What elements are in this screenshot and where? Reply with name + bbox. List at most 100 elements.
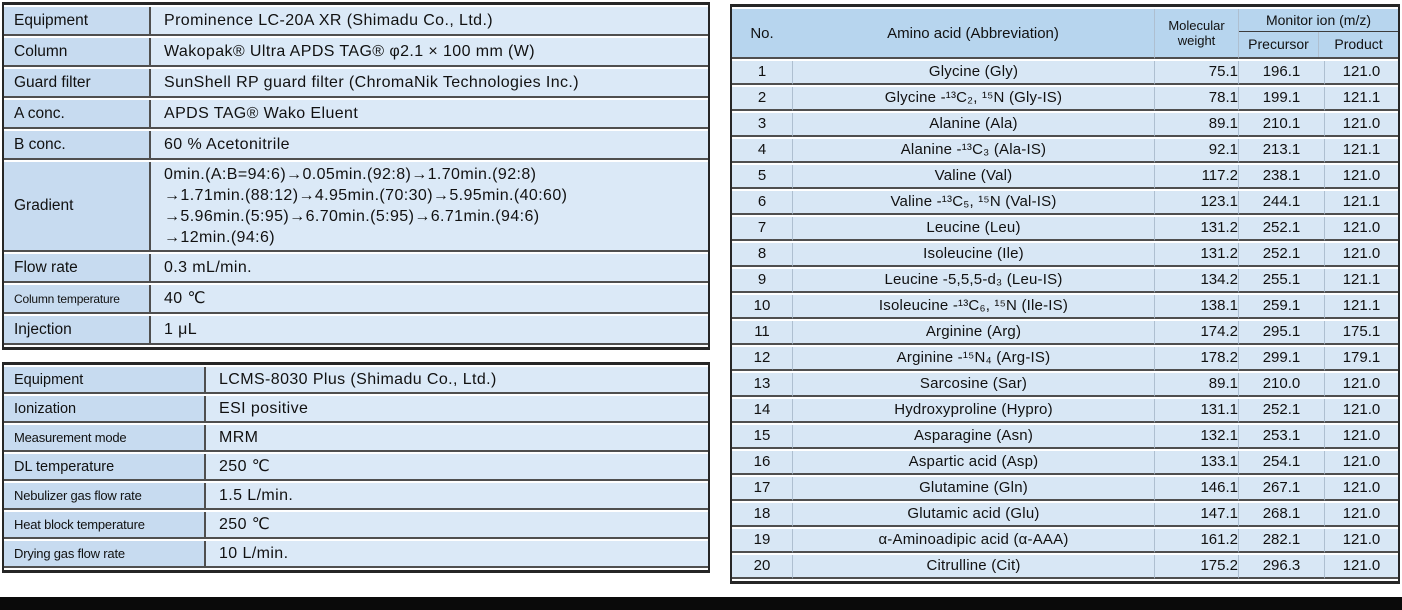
amino-name-cell: Citrulline (Cit) bbox=[792, 555, 1154, 579]
param-label: Ionization bbox=[4, 396, 206, 423]
amino-product-cell: 121.0 bbox=[1324, 477, 1398, 501]
amino-product-cell: 121.1 bbox=[1324, 87, 1398, 111]
amino-mw-cell: 78.1 bbox=[1154, 87, 1238, 111]
table-row: Column Wakopak® Ultra APDS TAG® φ2.1 × 1… bbox=[4, 38, 708, 67]
amino-name-cell: Aspartic acid (Asp) bbox=[792, 451, 1154, 475]
amino-no-cell: 13 bbox=[732, 373, 792, 397]
amino-table-header: No. Amino acid (Abbreviation) Molecular … bbox=[732, 9, 1398, 59]
amino-name-cell: Glutamic acid (Glu) bbox=[792, 503, 1154, 527]
amino-precursor-cell: 282.1 bbox=[1238, 529, 1324, 553]
param-value: APDS TAG® Wako Eluent bbox=[151, 100, 708, 129]
param-value: 10 L/min. bbox=[206, 541, 708, 568]
param-value: 60 % Acetonitrile bbox=[151, 131, 708, 160]
amino-name-cell: Glycine -¹³C₂, ¹⁵N (Gly-IS) bbox=[792, 87, 1154, 111]
table-row: 3 Alanine (Ala) 89.1 210.1 121.0 bbox=[732, 113, 1398, 137]
param-label: Heat block temperature bbox=[4, 512, 206, 539]
param-label: Drying gas flow rate bbox=[4, 541, 206, 568]
amino-product-cell: 121.1 bbox=[1324, 295, 1398, 319]
param-label: Guard filter bbox=[4, 69, 151, 98]
table-row: 13 Sarcosine (Sar) 89.1 210.0 121.0 bbox=[732, 373, 1398, 397]
amino-name-cell: Glutamine (Gln) bbox=[792, 477, 1154, 501]
amino-mw-cell: 174.2 bbox=[1154, 321, 1238, 345]
header-amino-acid: Amino acid (Abbreviation) bbox=[792, 9, 1154, 59]
table-row: 14 Hydroxyproline (Hypro) 131.1 252.1 12… bbox=[732, 399, 1398, 423]
amino-mw-cell: 75.1 bbox=[1154, 61, 1238, 85]
table-row: Drying gas flow rate 10 L/min. bbox=[4, 541, 708, 568]
amino-mw-cell: 175.2 bbox=[1154, 555, 1238, 579]
amino-mw-cell: 133.1 bbox=[1154, 451, 1238, 475]
amino-product-cell: 121.0 bbox=[1324, 503, 1398, 527]
param-value: 1.5 L/min. bbox=[206, 483, 708, 510]
param-value: 250 ℃ bbox=[206, 454, 708, 481]
table-row: 2 Glycine -¹³C₂, ¹⁵N (Gly-IS) 78.1 199.1… bbox=[732, 87, 1398, 111]
param-value: 0min.(A:B=94:6)→0.05min.(92:8)→1.70min.(… bbox=[151, 162, 708, 252]
amino-product-cell: 121.0 bbox=[1324, 113, 1398, 137]
amino-no-cell: 20 bbox=[732, 555, 792, 579]
param-label: Injection bbox=[4, 316, 151, 345]
param-label: Flow rate bbox=[4, 254, 151, 283]
amino-mw-cell: 146.1 bbox=[1154, 477, 1238, 501]
amino-mw-cell: 123.1 bbox=[1154, 191, 1238, 215]
table-row: 15 Asparagine (Asn) 132.1 253.1 121.0 bbox=[732, 425, 1398, 449]
amino-mw-cell: 134.2 bbox=[1154, 269, 1238, 293]
amino-no-cell: 2 bbox=[732, 87, 792, 111]
amino-name-cell: Leucine -5,5,5-d₃ (Leu-IS) bbox=[792, 269, 1154, 293]
amino-no-cell: 18 bbox=[732, 503, 792, 527]
amino-mw-cell: 147.1 bbox=[1154, 503, 1238, 527]
table-row: Heat block temperature 250 ℃ bbox=[4, 512, 708, 539]
amino-name-cell: Hydroxyproline (Hypro) bbox=[792, 399, 1154, 423]
amino-mw-cell: 178.2 bbox=[1154, 347, 1238, 371]
amino-name-cell: Valine (Val) bbox=[792, 165, 1154, 189]
amino-product-cell: 121.0 bbox=[1324, 399, 1398, 423]
table-row: Guard filter SunShell RP guard filter (C… bbox=[4, 69, 708, 98]
table-row: 4 Alanine -¹³C₃ (Ala-IS) 92.1 213.1 121.… bbox=[732, 139, 1398, 163]
param-label: DL temperature bbox=[4, 454, 206, 481]
amino-precursor-cell: 259.1 bbox=[1238, 295, 1324, 319]
amino-no-cell: 19 bbox=[732, 529, 792, 553]
param-label: Equipment bbox=[4, 7, 151, 36]
amino-product-cell: 179.1 bbox=[1324, 347, 1398, 371]
amino-precursor-cell: 254.1 bbox=[1238, 451, 1324, 475]
amino-precursor-cell: 196.1 bbox=[1238, 61, 1324, 85]
table-row: 1 Glycine (Gly) 75.1 196.1 121.0 bbox=[732, 61, 1398, 85]
table-row: 11 Arginine (Arg) 174.2 295.1 175.1 bbox=[732, 321, 1398, 345]
amino-mw-cell: 132.1 bbox=[1154, 425, 1238, 449]
amino-product-cell: 121.0 bbox=[1324, 243, 1398, 267]
amino-product-cell: 121.0 bbox=[1324, 451, 1398, 475]
table-row: 8 Isoleucine (Ile) 131.2 252.1 121.0 bbox=[732, 243, 1398, 267]
amino-mw-cell: 138.1 bbox=[1154, 295, 1238, 319]
amino-no-cell: 4 bbox=[732, 139, 792, 163]
amino-acid-table: No. Amino acid (Abbreviation) Molecular … bbox=[730, 4, 1400, 584]
amino-name-cell: Leucine (Leu) bbox=[792, 217, 1154, 241]
amino-precursor-cell: 253.1 bbox=[1238, 425, 1324, 449]
amino-acid-column: No. Amino acid (Abbreviation) Molecular … bbox=[730, 4, 1400, 584]
amino-precursor-cell: 210.0 bbox=[1238, 373, 1324, 397]
table-row: Equipment Prominence LC-20A XR (Shimadu … bbox=[4, 7, 708, 36]
bottom-black-bar bbox=[0, 597, 1402, 610]
table-row: 20 Citrulline (Cit) 175.2 296.3 121.0 bbox=[732, 555, 1398, 579]
amino-no-cell: 9 bbox=[732, 269, 792, 293]
table-row: Nebulizer gas flow rate 1.5 L/min. bbox=[4, 483, 708, 510]
param-label: Measurement mode bbox=[4, 425, 206, 452]
table-row: 9 Leucine -5,5,5-d₃ (Leu-IS) 134.2 255.1… bbox=[732, 269, 1398, 293]
amino-name-cell: Valine -¹³C₅, ¹⁵N (Val-IS) bbox=[792, 191, 1154, 215]
param-label: B conc. bbox=[4, 131, 151, 160]
amino-no-cell: 16 bbox=[732, 451, 792, 475]
amino-no-cell: 15 bbox=[732, 425, 792, 449]
param-label: Column temperature bbox=[4, 285, 151, 314]
param-value: Wakopak® Ultra APDS TAG® φ2.1 × 100 mm (… bbox=[151, 38, 708, 67]
amino-no-cell: 5 bbox=[732, 165, 792, 189]
amino-product-cell: 121.0 bbox=[1324, 217, 1398, 241]
amino-name-cell: Alanine (Ala) bbox=[792, 113, 1154, 137]
table-row: Column temperature 40 ℃ bbox=[4, 285, 708, 314]
table-row: Flow rate 0.3 mL/min. bbox=[4, 254, 708, 283]
amino-no-cell: 10 bbox=[732, 295, 792, 319]
param-label: A conc. bbox=[4, 100, 151, 129]
header-no: No. bbox=[732, 9, 792, 59]
amino-precursor-cell: 296.3 bbox=[1238, 555, 1324, 579]
amino-name-cell: Alanine -¹³C₃ (Ala-IS) bbox=[792, 139, 1154, 163]
param-value: MRM bbox=[206, 425, 708, 452]
table-row: DL temperature 250 ℃ bbox=[4, 454, 708, 481]
amino-product-cell: 121.1 bbox=[1324, 191, 1398, 215]
amino-precursor-cell: 238.1 bbox=[1238, 165, 1324, 189]
